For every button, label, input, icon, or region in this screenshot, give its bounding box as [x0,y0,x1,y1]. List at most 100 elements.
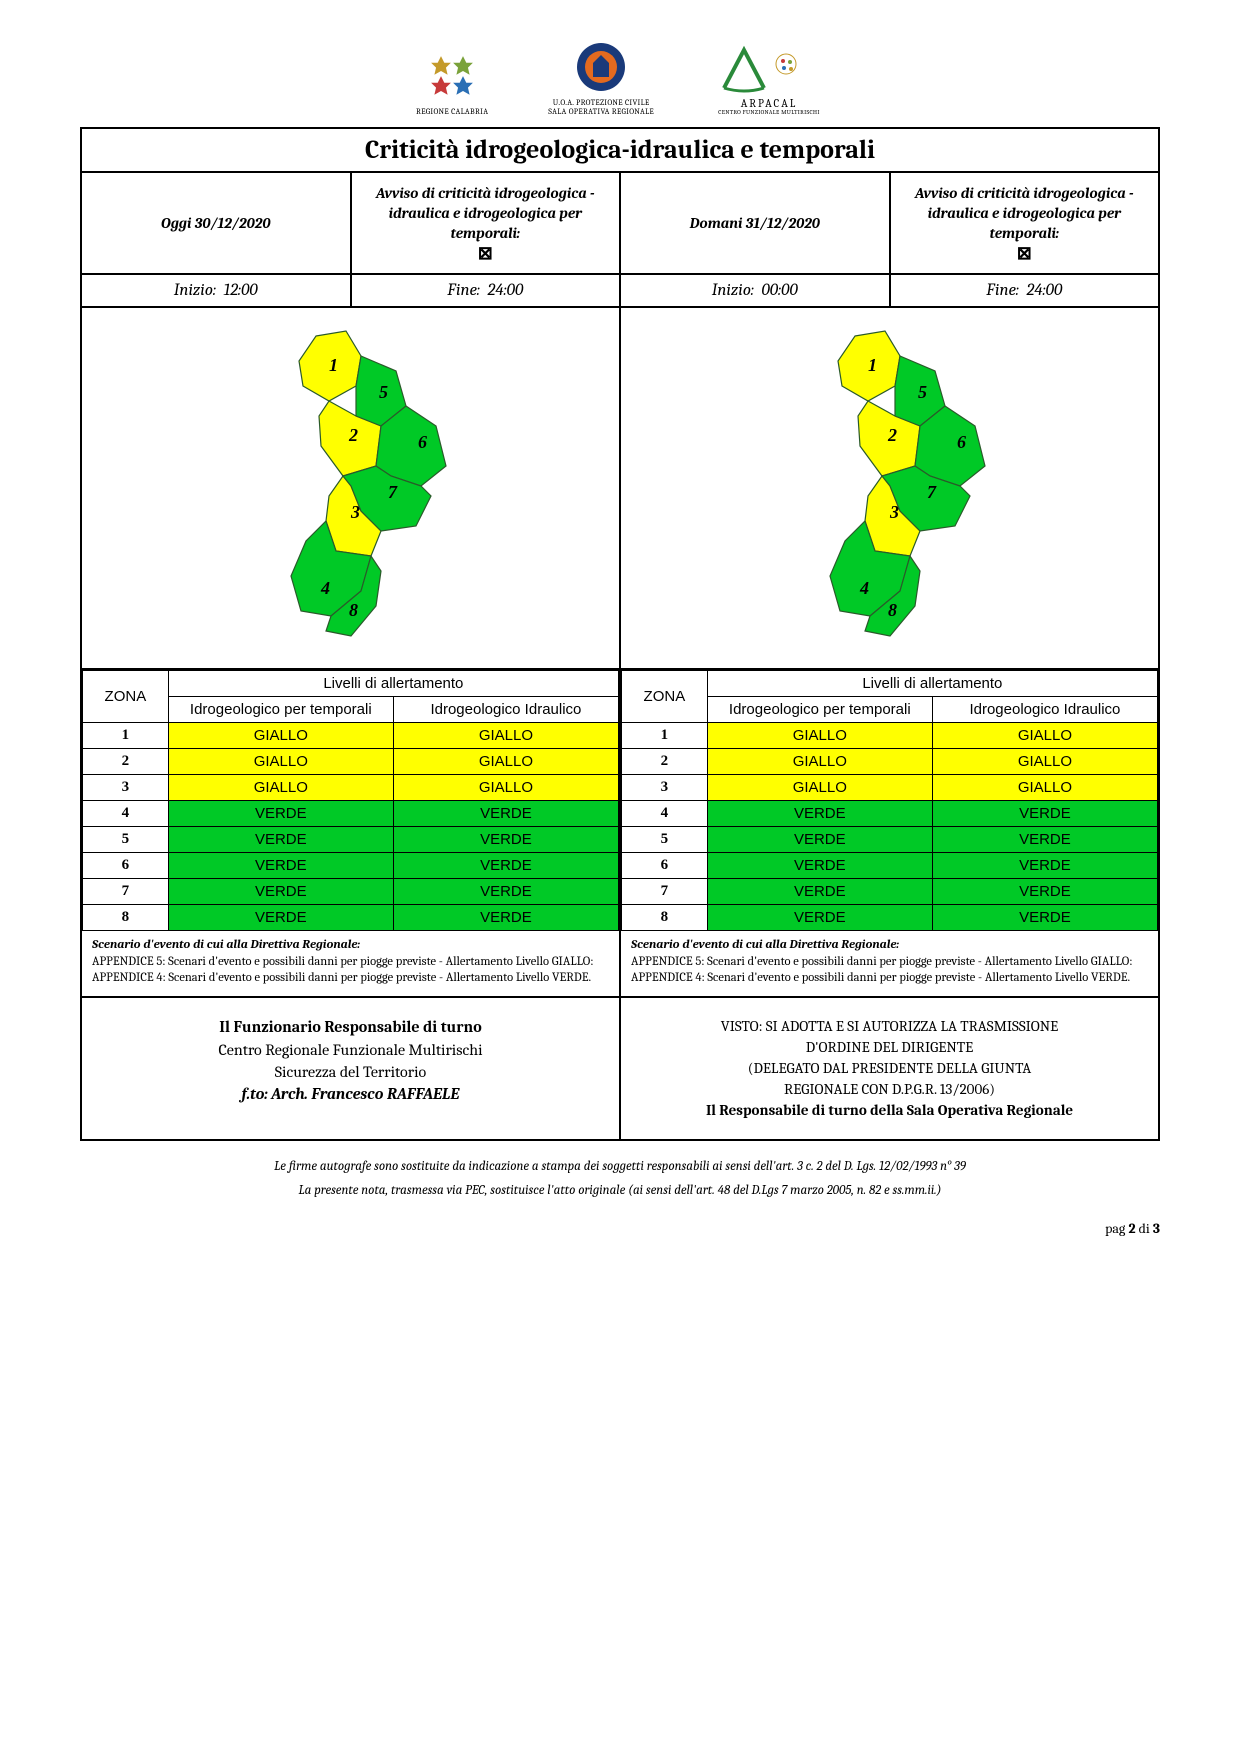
table-row: 6 VERDE VERDE [83,853,619,879]
zona-cell: 1 [622,723,708,749]
arpacal-icon [714,40,824,96]
map-zone-label-1: 1 [329,355,338,375]
th-levels-caption: Livelli di allertamento [168,671,618,697]
zona-cell: 4 [83,801,169,827]
table-row: 8 VERDE VERDE [83,905,619,931]
th-col2: Idrogeologico Idraulico [393,697,618,723]
date-cell: Domani 31/12/2020 [621,173,889,274]
level-cell-temporali: VERDE [707,801,932,827]
map-zone-label-5: 5 [918,382,927,402]
zona-cell: 5 [83,827,169,853]
level-cell-temporali: VERDE [168,879,393,905]
level-cell-temporali: VERDE [168,905,393,931]
scenario-title: Scenario d'evento di cui alla Direttiva … [92,937,609,953]
map-zone-label-6: 6 [957,432,966,452]
level-cell-idraulico: GIALLO [932,775,1157,801]
level-cell-temporali: GIALLO [707,723,932,749]
level-cell-temporali: GIALLO [168,749,393,775]
map-zone-label-4: 4 [320,578,330,598]
level-cell-temporali: VERDE [707,853,932,879]
time-row: Inizio: 00:00 Fine: 24:00 [621,275,1158,308]
th-col1: Idrogeologico per temporali [168,697,393,723]
map-zone-label-8: 8 [349,600,358,620]
end-time-cell: Fine: 24:00 [889,275,1159,306]
main-panel: Criticità idrogeologica-idraulica e temp… [80,127,1160,1142]
zone-map: 12345678 [221,316,481,656]
table-row: 4 VERDE VERDE [622,801,1158,827]
alert-table: ZONA Livelli di allertamento Idrogeologi… [82,670,619,931]
page-pre: pag [1105,1220,1128,1237]
table-row: 1 GIALLO GIALLO [622,723,1158,749]
zona-cell: 3 [622,775,708,801]
zona-cell: 7 [83,879,169,905]
th-col1: Idrogeologico per temporali [707,697,932,723]
table-row: 2 GIALLO GIALLO [83,749,619,775]
table-row: 1 GIALLO GIALLO [83,723,619,749]
logo-protezione-caption2: SALA OPERATIVA REGIONALE [548,108,654,117]
zona-cell: 4 [622,801,708,827]
level-cell-temporali: GIALLO [707,749,932,775]
sig-left-l4: f.to: Arch. Francesco RAFFAELE [96,1083,605,1105]
level-cell-idraulico: VERDE [393,905,618,931]
days-row: Oggi 30/12/2020 Avviso di criticità idro… [82,173,1158,997]
table-row: 5 VERDE VERDE [83,827,619,853]
zona-cell: 8 [83,905,169,931]
zona-cell: 2 [83,749,169,775]
time-row: Inizio: 12:00 Fine: 24:00 [82,275,619,308]
level-cell-idraulico: VERDE [393,827,618,853]
protezione-civile-icon [571,41,631,97]
map-zone-label-6: 6 [418,432,427,452]
level-cell-temporali: GIALLO [168,723,393,749]
zona-cell: 1 [83,723,169,749]
level-cell-idraulico: GIALLO [393,775,618,801]
scenario-title: Scenario d'evento di cui alla Direttiva … [631,937,1148,953]
map-zone-label-7: 7 [927,482,937,502]
level-cell-idraulico: VERDE [932,905,1157,931]
zona-cell: 3 [83,775,169,801]
alert-table: ZONA Livelli di allertamento Idrogeologi… [621,670,1158,931]
page-sep: di [1136,1220,1153,1237]
page-number: pag 2 di 3 [80,1220,1160,1237]
start-time-cell: Inizio: 00:00 [621,275,889,306]
logo-arpacal: ARPACAL CENTRO FUNZIONALE MULTIRISCHI [714,40,824,117]
logo-regione: REGIONE CALABRIA [416,50,488,117]
day-today-column: Oggi 30/12/2020 Avviso di criticità idro… [82,173,619,997]
footnote-line: La presente nota, trasmessa via PEC, sos… [80,1179,1160,1202]
sig-left-l3: Sicurezza del Territorio [96,1061,605,1083]
scenario-line: APPENDICE 5: Scenari d'evento e possibil… [631,954,1148,970]
zona-cell: 5 [622,827,708,853]
th-zona: ZONA [83,671,169,723]
level-cell-idraulico: VERDE [932,801,1157,827]
table-row: 3 GIALLO GIALLO [83,775,619,801]
map-row: 12345678 [82,308,619,670]
logo-regione-caption: REGIONE CALABRIA [416,108,488,117]
day-header-row: Domani 31/12/2020 Avviso di criticità id… [621,173,1158,276]
level-cell-idraulico: GIALLO [393,723,618,749]
zona-cell: 2 [622,749,708,775]
table-row: 7 VERDE VERDE [83,879,619,905]
table-header-row: ZONA Livelli di allertamento [622,671,1158,697]
day-tomorrow-column: Domani 31/12/2020 Avviso di criticità id… [619,173,1158,997]
day-header-row: Oggi 30/12/2020 Avviso di criticità idro… [82,173,619,276]
notice-cell: Avviso di criticità idrogeologica - idra… [889,173,1159,274]
scenario-line: APPENDICE 5: Scenari d'evento e possibil… [92,954,609,970]
logo-protezione: U.O.A. PROTEZIONE CIVILE SALA OPERATIVA … [548,41,654,117]
footnotes: Le firme autografe sono sostituite da in… [80,1155,1160,1202]
sig-right-l4: REGIONALE CON D.P.G.R. 13/2006) [635,1079,1144,1100]
scenario-box: Scenario d'evento di cui alla Direttiva … [82,931,619,996]
map-row: 12345678 [621,308,1158,670]
page-total: 3 [1153,1220,1160,1237]
checkbox-icon: ⊠ [897,245,1153,263]
table-row: 3 GIALLO GIALLO [622,775,1158,801]
table-row: 4 VERDE VERDE [83,801,619,827]
level-cell-idraulico: VERDE [393,879,618,905]
level-cell-idraulico: GIALLO [932,749,1157,775]
date-cell: Oggi 30/12/2020 [82,173,350,274]
level-cell-temporali: VERDE [707,827,932,853]
zona-cell: 7 [622,879,708,905]
level-cell-temporali: VERDE [707,879,932,905]
level-cell-temporali: VERDE [168,853,393,879]
level-cell-temporali: VERDE [168,801,393,827]
signature-row: Il Funzionario Responsabile di turno Cen… [82,996,1158,1139]
sig-right-l1: VISTO: SI ADOTTA E SI AUTORIZZA LA TRASM… [635,1016,1144,1037]
